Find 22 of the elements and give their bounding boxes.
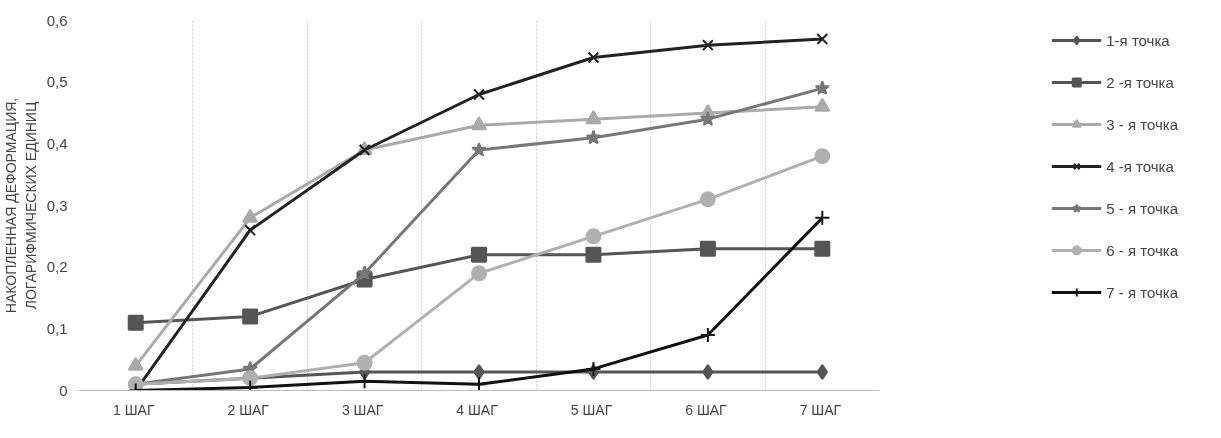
legend-label: 3 - я точка <box>1106 115 1178 133</box>
y-axis-title: НАКОПЛЕННАЯ ДЕФОРМАЦИЯ, ЛОГАРИФМИЧЕСКИХ ЕДИНИЦ <box>3 97 39 314</box>
y-tick-label: 0,4 <box>46 134 68 152</box>
x-tick-label: 6 ШАГ <box>685 401 728 418</box>
y-tick-label: 0,5 <box>46 73 68 91</box>
y-tick-label: 0 <box>59 381 68 399</box>
y-tick-label: 0,6 <box>46 11 68 29</box>
x-tick-label: 4 ШАГ <box>456 401 499 418</box>
y-tick-label: 0,3 <box>46 196 68 214</box>
legend-label: 7 - я точка <box>1106 283 1178 301</box>
legend-label: 2 -я точка <box>1106 73 1174 91</box>
y-tick-label: 0,1 <box>46 319 68 337</box>
x-tick-label: 7 ШАГ <box>799 401 842 418</box>
x-tick-label: 5 ШАГ <box>570 401 613 418</box>
legend-label: 5 - я точка <box>1106 199 1178 217</box>
x-tick-label: 1 ШАГ <box>113 401 155 418</box>
y-tick-label: 0,2 <box>46 258 68 276</box>
x-tick-label: 3 ШАГ <box>341 401 384 418</box>
legend-label: 6 - я точка <box>1106 241 1178 259</box>
x-tick-label: 2 ШАГ <box>227 401 270 418</box>
legend-label: 1-я точка <box>1106 31 1170 49</box>
legend-label: 4 -я точка <box>1106 157 1174 175</box>
